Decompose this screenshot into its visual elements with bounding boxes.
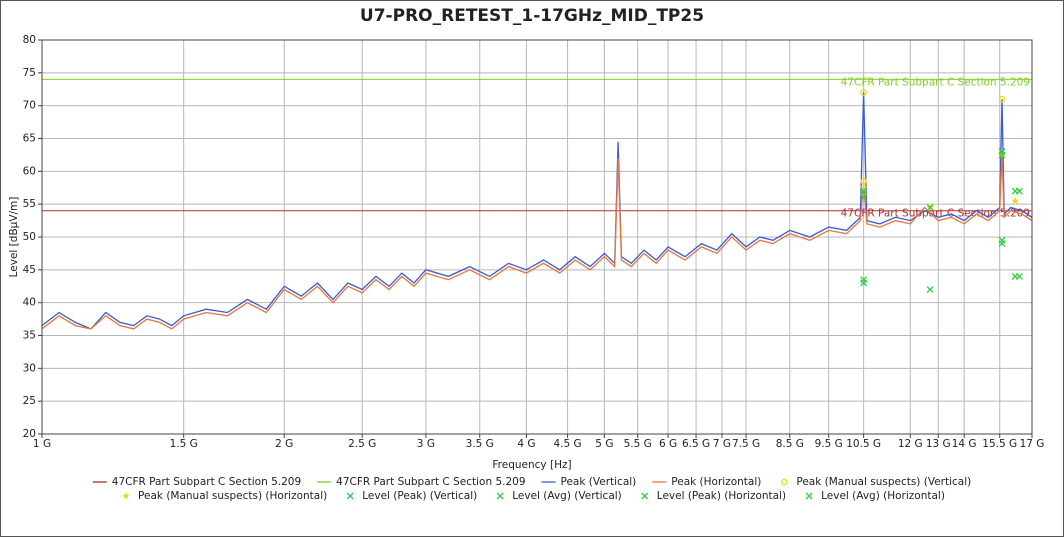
y-tick-label: 60	[23, 165, 36, 177]
legend-row: 47CFR Part Subpart C Section 5.209 47CFR …	[92, 476, 971, 488]
legend-label: 47CFR Part Subpart C Section 5.209	[112, 476, 301, 488]
marker	[860, 89, 867, 96]
marker	[860, 279, 868, 287]
x-tick-label: 6 G	[659, 438, 677, 450]
chart-title: U7-PRO_RETEST_1-17GHz_MID_TP25	[360, 6, 704, 26]
x-tick-label: 10.5 G	[846, 438, 881, 450]
x-tick-label: 2.5 G	[348, 438, 376, 450]
x-tick-label: 3.5 G	[466, 438, 494, 450]
marker	[859, 183, 868, 191]
marker	[926, 286, 934, 293]
marker	[860, 187, 868, 195]
x-tick-label: 17 G	[1020, 438, 1045, 450]
marker	[1011, 196, 1019, 205]
y-tick-label: 35	[23, 330, 36, 342]
legend-label: Level (Avg) (Vertical)	[512, 490, 622, 502]
x-tick-label: 2 G	[275, 438, 293, 450]
y-tick-label: 45	[23, 264, 36, 276]
plot-border	[41, 39, 1033, 435]
legend: 47CFR Part Subpart C Section 5.209 47CFR …	[92, 476, 971, 502]
legend-label: Level (Peak) (Vertical)	[362, 490, 477, 502]
x-tick-label: 4.5 G	[553, 438, 581, 450]
y-tick-label: 50	[23, 231, 36, 243]
series-line	[41, 154, 1033, 330]
legend-swatch	[805, 492, 813, 500]
legend-swatch	[641, 492, 649, 500]
marker	[998, 95, 1006, 103]
marker	[860, 177, 867, 185]
legend-label: Peak (Vertical)	[561, 476, 637, 488]
y-tick-label: 55	[23, 198, 36, 210]
x-tick-label: 9.5 G	[815, 438, 843, 450]
x-tick-label: 14 G	[952, 438, 977, 450]
y-tick-label: 75	[23, 67, 36, 79]
x-tick-label: 12 G	[898, 438, 923, 450]
legend-label: Peak (Horizontal)	[671, 476, 761, 488]
x-tick-label: 3 G	[417, 438, 435, 450]
y-tick-label: 30	[23, 362, 36, 374]
x-tick-label: 13 G	[926, 438, 951, 450]
legend-swatch	[346, 492, 354, 500]
legend-label: Peak (Manual suspects) (Vertical)	[796, 476, 971, 488]
series-line	[41, 92, 1033, 330]
marker	[998, 151, 1006, 159]
legend-label: Level (Avg) (Horizontal)	[821, 490, 945, 502]
x-tick-label: 7.5 G	[732, 438, 760, 450]
plot-area: 20 25 30 35 40 45 50 55 60 65 70 75 80 1 G 1.5 G 2 G 2.5…	[23, 34, 1045, 450]
legend-swatch	[122, 492, 130, 500]
x-tick-label: 5.5 G	[624, 438, 652, 450]
legend-swatch	[496, 492, 504, 500]
x-tick-label: 1.5 G	[170, 438, 198, 450]
marker	[860, 194, 868, 202]
marker	[998, 240, 1006, 248]
legend-row: Peak (Manual suspects) (Horizontal) Level…	[122, 490, 945, 502]
y-tick-label: 20	[23, 428, 36, 440]
x-tick-label: 7 G	[713, 438, 731, 450]
y-axis-label: Level [dBµV/m]	[8, 197, 20, 278]
x-tick-label: 1 G	[33, 438, 51, 450]
x-tick-label: 15.5 G	[982, 438, 1017, 450]
marker	[1015, 187, 1023, 195]
x-axis-label: Frequency [Hz]	[492, 459, 571, 471]
marker	[1015, 272, 1023, 280]
x-tick-label: 4 G	[517, 438, 535, 450]
x-tick-label: 5 G	[595, 438, 613, 450]
legend-label: Peak (Manual suspects) (Horizontal)	[138, 490, 327, 502]
marker	[926, 203, 934, 211]
legend-swatch	[781, 478, 788, 486]
y-tick-label: 80	[23, 34, 36, 46]
legend-label: Level (Peak) (Horizontal)	[657, 490, 786, 502]
y-tick-label: 65	[23, 133, 36, 145]
legend-label: 47CFR Part Subpart C Section 5.209	[336, 476, 525, 488]
y-tick-label: 40	[23, 297, 36, 309]
x-tick-label: 8.5 G	[776, 438, 804, 450]
y-tick-label: 70	[23, 100, 36, 112]
x-tick-label: 6.5 G	[682, 438, 710, 450]
limit-label: 47CFR Part Subpart C Section 5.209	[841, 76, 1030, 88]
y-tick-label: 25	[23, 395, 36, 407]
